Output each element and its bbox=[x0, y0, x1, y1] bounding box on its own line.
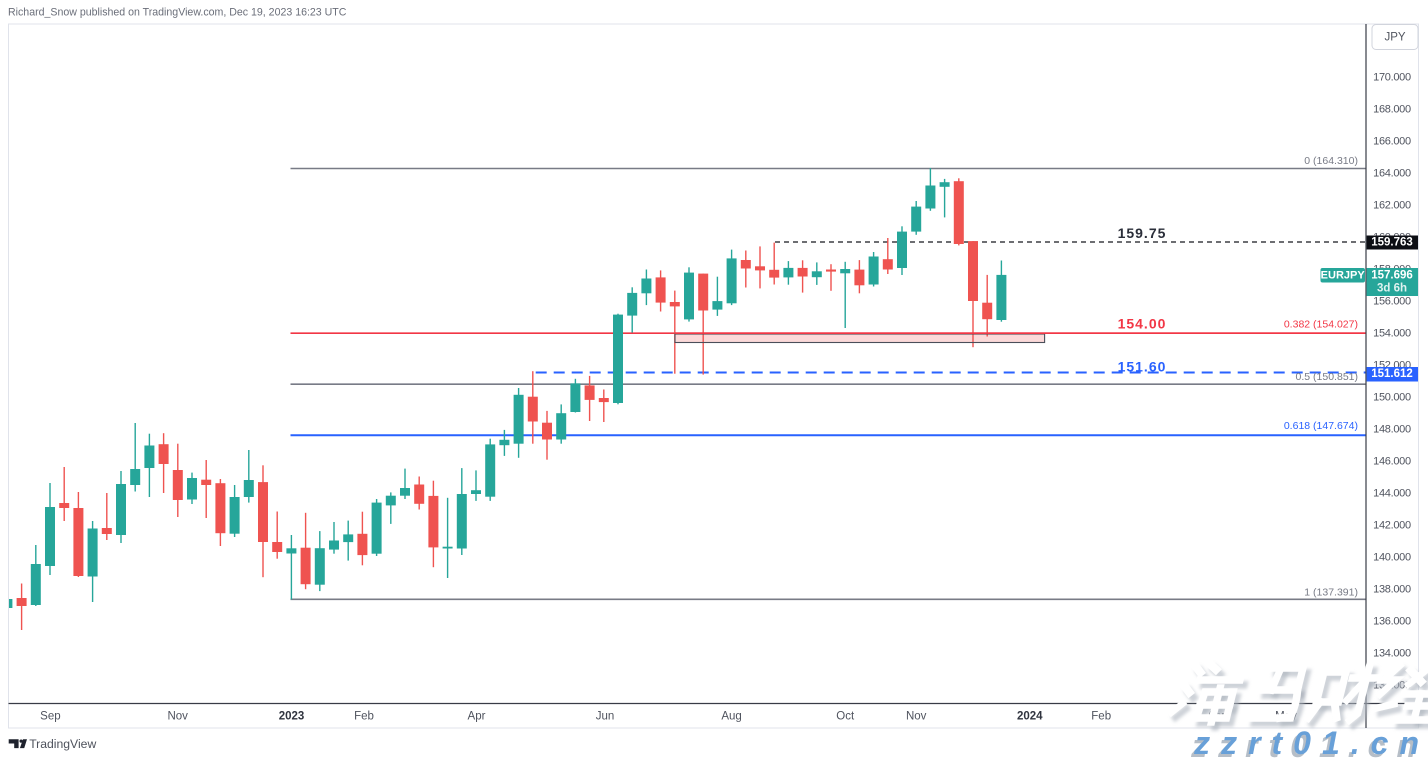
svg-text:0.618 (147.674): 0.618 (147.674) bbox=[1284, 420, 1358, 432]
svg-text:JPY: JPY bbox=[1384, 32, 1405, 44]
svg-text:Oct: Oct bbox=[836, 711, 855, 723]
svg-text:2024: 2024 bbox=[1017, 711, 1043, 723]
svg-text:Feb: Feb bbox=[1091, 711, 1111, 723]
svg-text:166.000: 166.000 bbox=[1373, 136, 1411, 148]
svg-text:168.000: 168.000 bbox=[1373, 104, 1411, 116]
svg-text:Apr: Apr bbox=[468, 711, 486, 723]
svg-text:138.000: 138.000 bbox=[1373, 584, 1411, 596]
svg-text:146.000: 146.000 bbox=[1373, 456, 1411, 468]
svg-text:Nov: Nov bbox=[906, 711, 927, 723]
svg-text:159.763: 159.763 bbox=[1371, 237, 1413, 249]
svg-text:134.000: 134.000 bbox=[1373, 648, 1411, 660]
svg-text:162.000: 162.000 bbox=[1373, 200, 1411, 212]
svg-text:136.000: 136.000 bbox=[1373, 616, 1411, 628]
svg-text:0.382 (154.027): 0.382 (154.027) bbox=[1284, 319, 1358, 331]
svg-text:Nov: Nov bbox=[167, 711, 188, 723]
svg-text:154.00: 154.00 bbox=[1118, 316, 1167, 332]
svg-text:151.612: 151.612 bbox=[1371, 368, 1413, 380]
svg-text:EURJPY: EURJPY bbox=[1321, 270, 1366, 282]
svg-text:Sep: Sep bbox=[40, 711, 60, 723]
svg-text:Jun: Jun bbox=[596, 711, 615, 723]
svg-text:TradingView: TradingView bbox=[29, 737, 96, 751]
svg-text:157.696: 157.696 bbox=[1371, 270, 1413, 282]
svg-text:150.000: 150.000 bbox=[1373, 392, 1411, 404]
svg-text:159.75: 159.75 bbox=[1118, 225, 1167, 241]
svg-text:156.000: 156.000 bbox=[1373, 296, 1411, 308]
svg-text:Aug: Aug bbox=[721, 711, 741, 723]
svg-text:140.000: 140.000 bbox=[1373, 552, 1411, 564]
svg-text:142.000: 142.000 bbox=[1373, 520, 1411, 532]
svg-text:144.000: 144.000 bbox=[1373, 488, 1411, 500]
svg-text:170.000: 170.000 bbox=[1373, 72, 1411, 84]
svg-text:148.000: 148.000 bbox=[1373, 424, 1411, 436]
svg-text:3d 6h: 3d 6h bbox=[1377, 283, 1407, 295]
svg-text:1 (137.391): 1 (137.391) bbox=[1304, 587, 1358, 599]
svg-text:Richard_Snow published on Trad: Richard_Snow published on TradingView.co… bbox=[8, 7, 347, 19]
svg-text:0.5 (150.851): 0.5 (150.851) bbox=[1296, 371, 1358, 383]
svg-text:164.000: 164.000 bbox=[1373, 168, 1411, 180]
svg-text:2023: 2023 bbox=[279, 711, 305, 723]
svg-text:0 (164.310): 0 (164.310) bbox=[1304, 155, 1358, 167]
svg-text:Feb: Feb bbox=[354, 711, 374, 723]
svg-text:zzrt01.cn: zzrt01.cn bbox=[1193, 725, 1428, 760]
svg-text:151.60: 151.60 bbox=[1118, 358, 1167, 374]
svg-text:154.000: 154.000 bbox=[1373, 328, 1411, 340]
